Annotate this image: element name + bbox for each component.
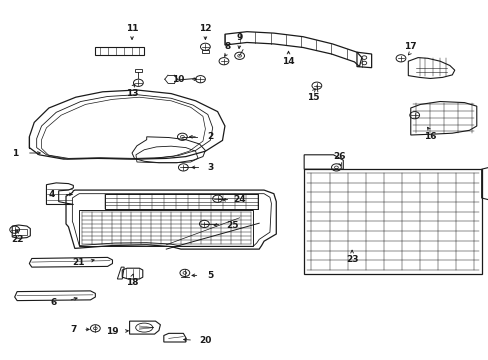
Text: 3: 3 [207, 163, 213, 172]
Text: 16: 16 [423, 132, 436, 141]
Text: 19: 19 [106, 327, 119, 336]
Text: 26: 26 [333, 152, 346, 161]
Text: 22: 22 [11, 235, 23, 244]
Text: 10: 10 [172, 75, 184, 84]
Text: 6: 6 [51, 298, 57, 307]
Text: 24: 24 [233, 195, 245, 204]
Text: 23: 23 [345, 255, 358, 264]
Text: 17: 17 [404, 42, 416, 51]
Text: 8: 8 [224, 42, 230, 51]
Text: 18: 18 [125, 278, 138, 287]
Text: 5: 5 [207, 271, 213, 280]
Text: 7: 7 [70, 325, 77, 334]
Text: 12: 12 [199, 24, 211, 33]
Text: 2: 2 [207, 132, 213, 141]
Text: 4: 4 [48, 190, 55, 199]
Text: 14: 14 [282, 57, 294, 66]
Text: 20: 20 [199, 336, 211, 345]
Text: 9: 9 [236, 33, 243, 42]
Text: 25: 25 [225, 220, 238, 230]
Text: 11: 11 [125, 24, 138, 33]
Text: 13: 13 [125, 89, 138, 98]
Text: 15: 15 [306, 93, 319, 102]
Bar [95, 47, 144, 55]
Text: 21: 21 [72, 258, 84, 267]
Bar [15, 229, 27, 235]
Text: 1: 1 [12, 149, 18, 158]
